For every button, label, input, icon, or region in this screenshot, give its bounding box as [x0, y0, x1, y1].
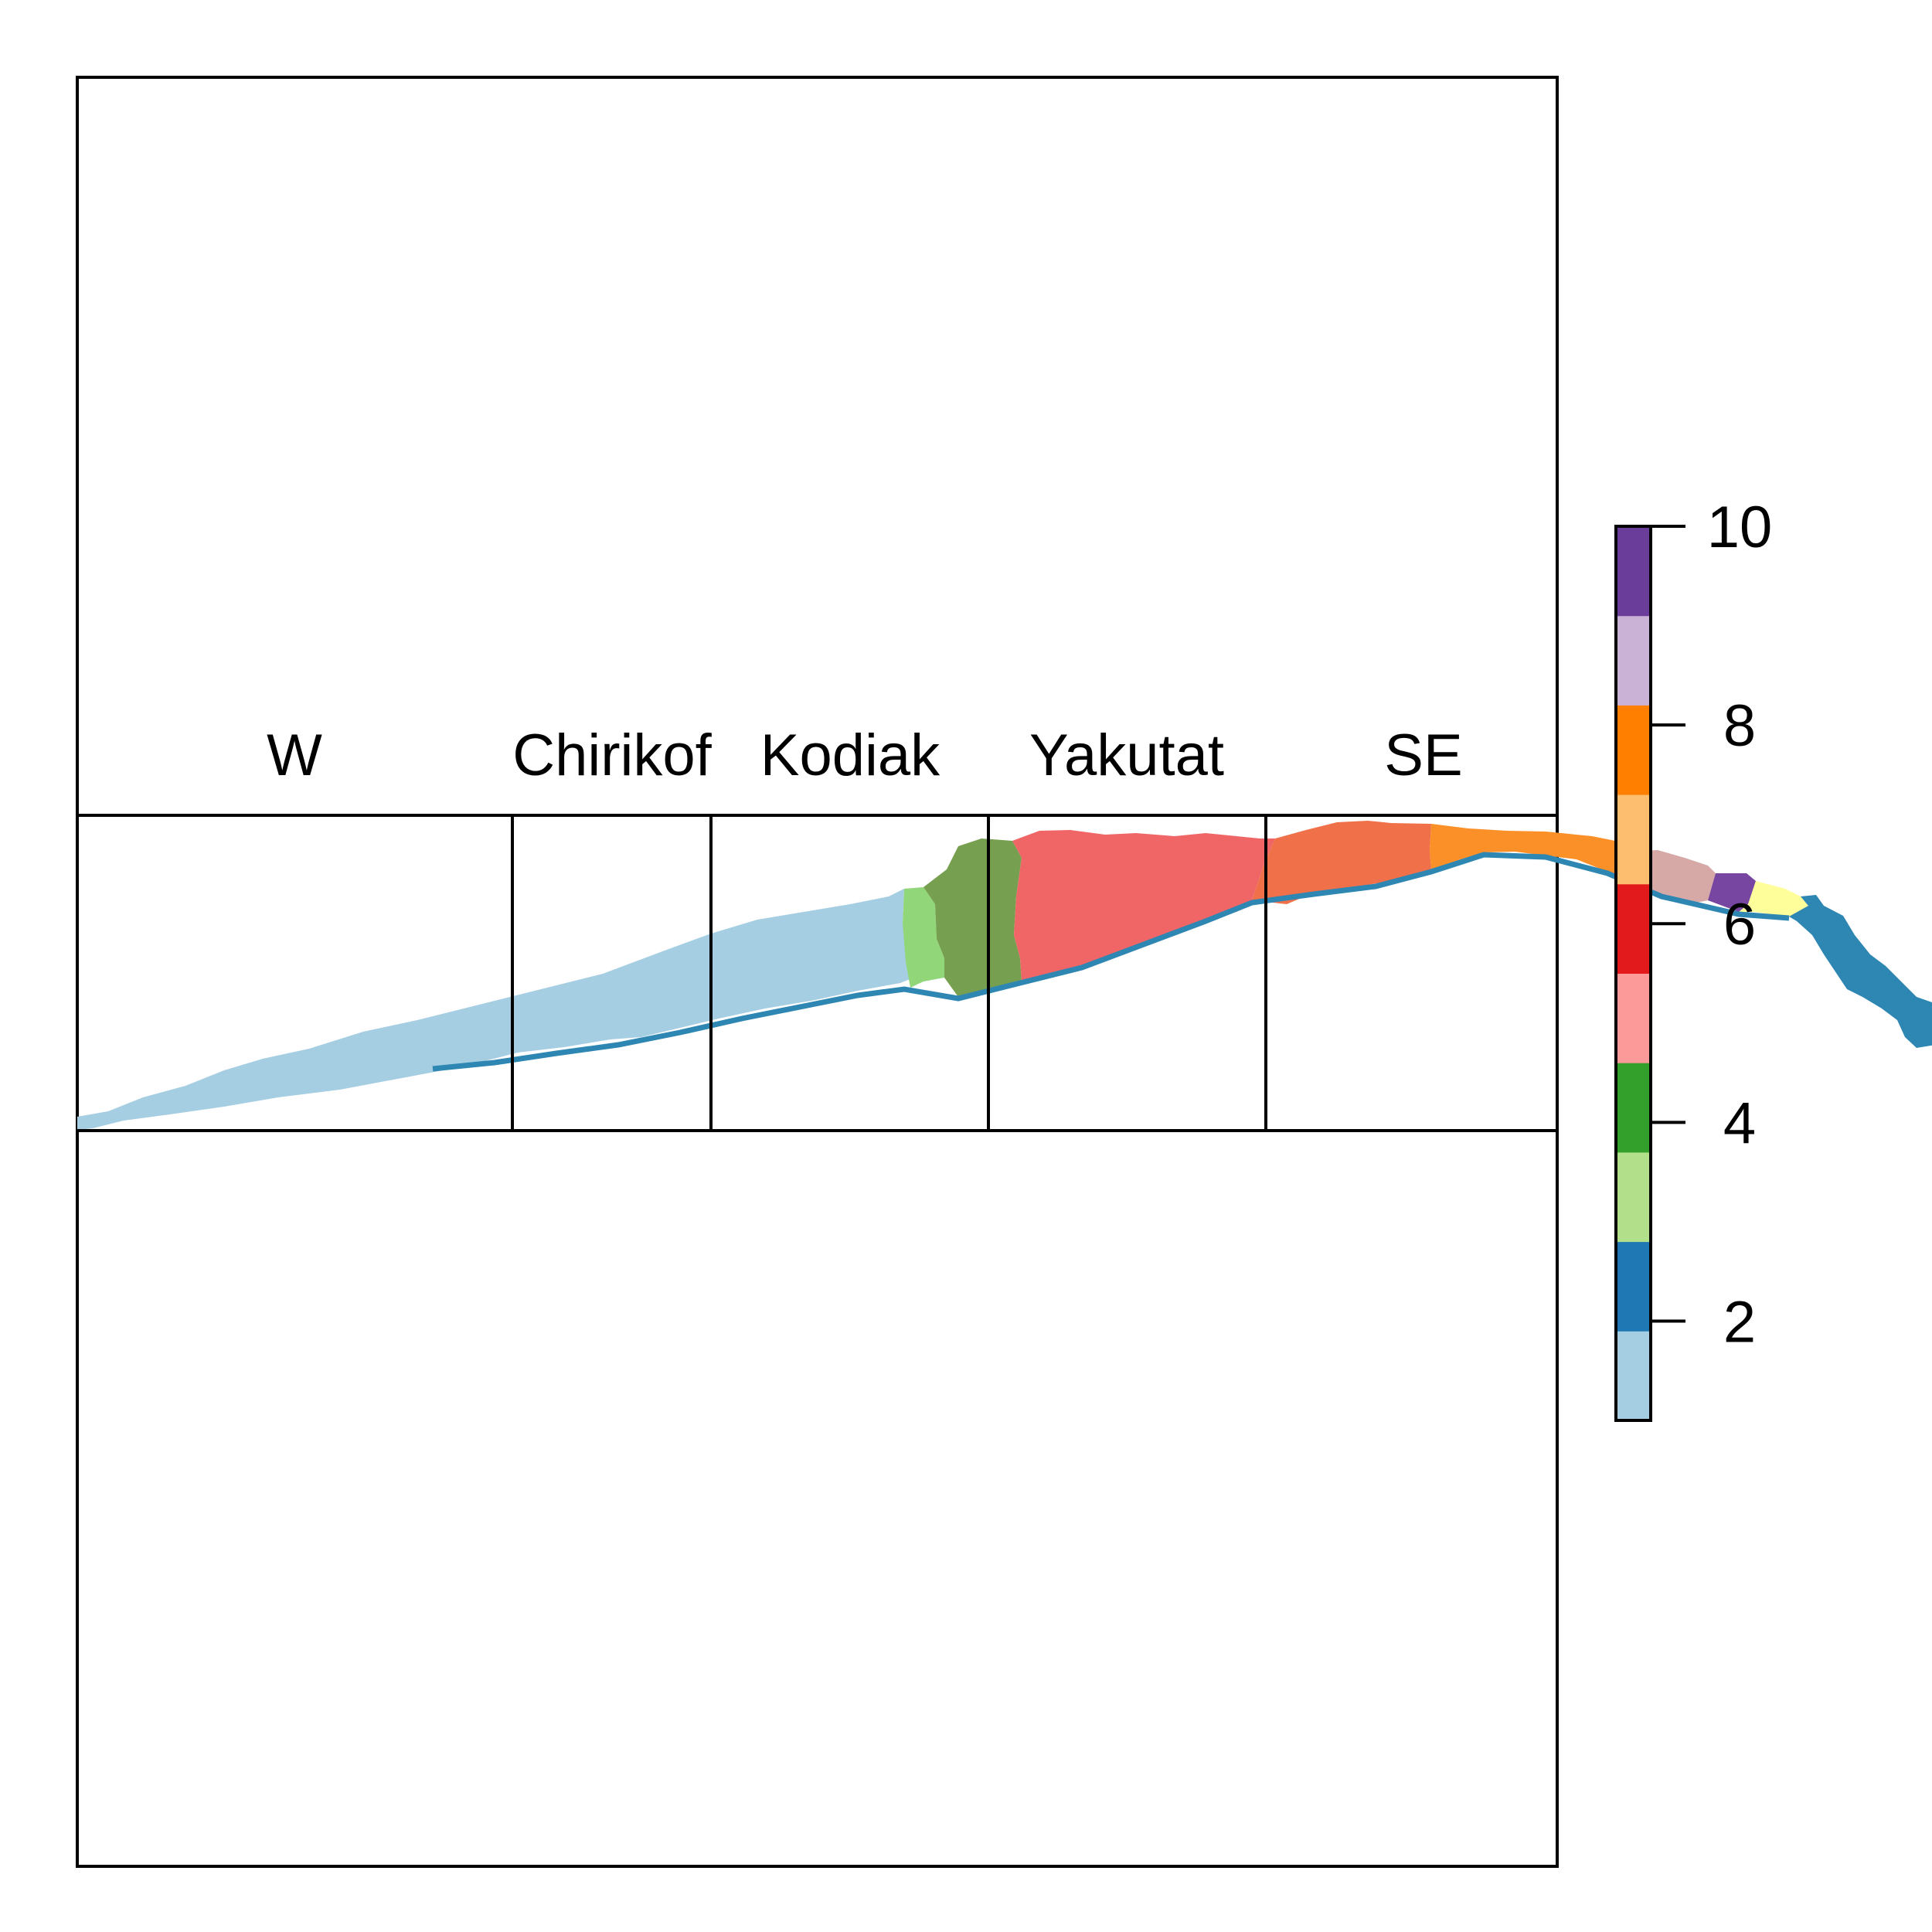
- zone-4: [923, 838, 1022, 997]
- zone-1-western: [77, 889, 920, 1130]
- zone-7: [1430, 824, 1637, 881]
- legend-swatch-7: [1616, 794, 1651, 885]
- zone-10: [1739, 881, 1808, 917]
- region-grid: [77, 814, 1557, 1132]
- zone-2-slope-fringe: [432, 852, 1790, 1072]
- region-label-w: W: [267, 723, 322, 788]
- zone-5: [1012, 830, 1275, 981]
- region-label-kodiak: Kodiak: [760, 723, 940, 788]
- legend-swatch-5: [1616, 973, 1651, 1063]
- region-labels: W Chirikof Kodiak Yakutat SE: [267, 723, 1463, 788]
- legend-swatch-2: [1616, 1241, 1651, 1332]
- region-label-se: SE: [1384, 723, 1462, 788]
- legend-swatch-10: [1616, 526, 1651, 617]
- legend-swatch-9: [1616, 615, 1651, 706]
- zone-6: [1252, 821, 1431, 904]
- legend-swatch-8: [1616, 705, 1651, 795]
- zone-3: [903, 887, 944, 988]
- color-legend: 2 4 6 8 10: [1614, 495, 1772, 1422]
- region-label-chirikof: Chirikof: [512, 723, 712, 788]
- legend-ticks: 2 4 6 8 10: [1651, 495, 1772, 1355]
- zone-9: [1708, 873, 1756, 912]
- coastline-zones: [77, 821, 1932, 1130]
- legend-swatch-3: [1616, 1151, 1651, 1243]
- legend-tick-label-4: 4: [1723, 1090, 1756, 1156]
- zone-2-southeast: [1789, 895, 1932, 1048]
- legend-tick-label-6: 6: [1723, 892, 1756, 957]
- legend-tick-label-8: 8: [1723, 693, 1756, 759]
- legend-swatches: [1616, 526, 1651, 1421]
- legend-swatch-1: [1616, 1331, 1651, 1421]
- plot-frame: [76, 76, 1559, 1868]
- legend-swatch-4: [1616, 1063, 1651, 1153]
- legend-frame: [1614, 525, 1652, 1422]
- legend-tick-label-2: 2: [1723, 1289, 1756, 1355]
- region-label-yakutat: Yakutat: [1029, 723, 1224, 788]
- legend-swatch-6: [1616, 883, 1651, 974]
- legend-tick-label-10: 10: [1707, 495, 1773, 560]
